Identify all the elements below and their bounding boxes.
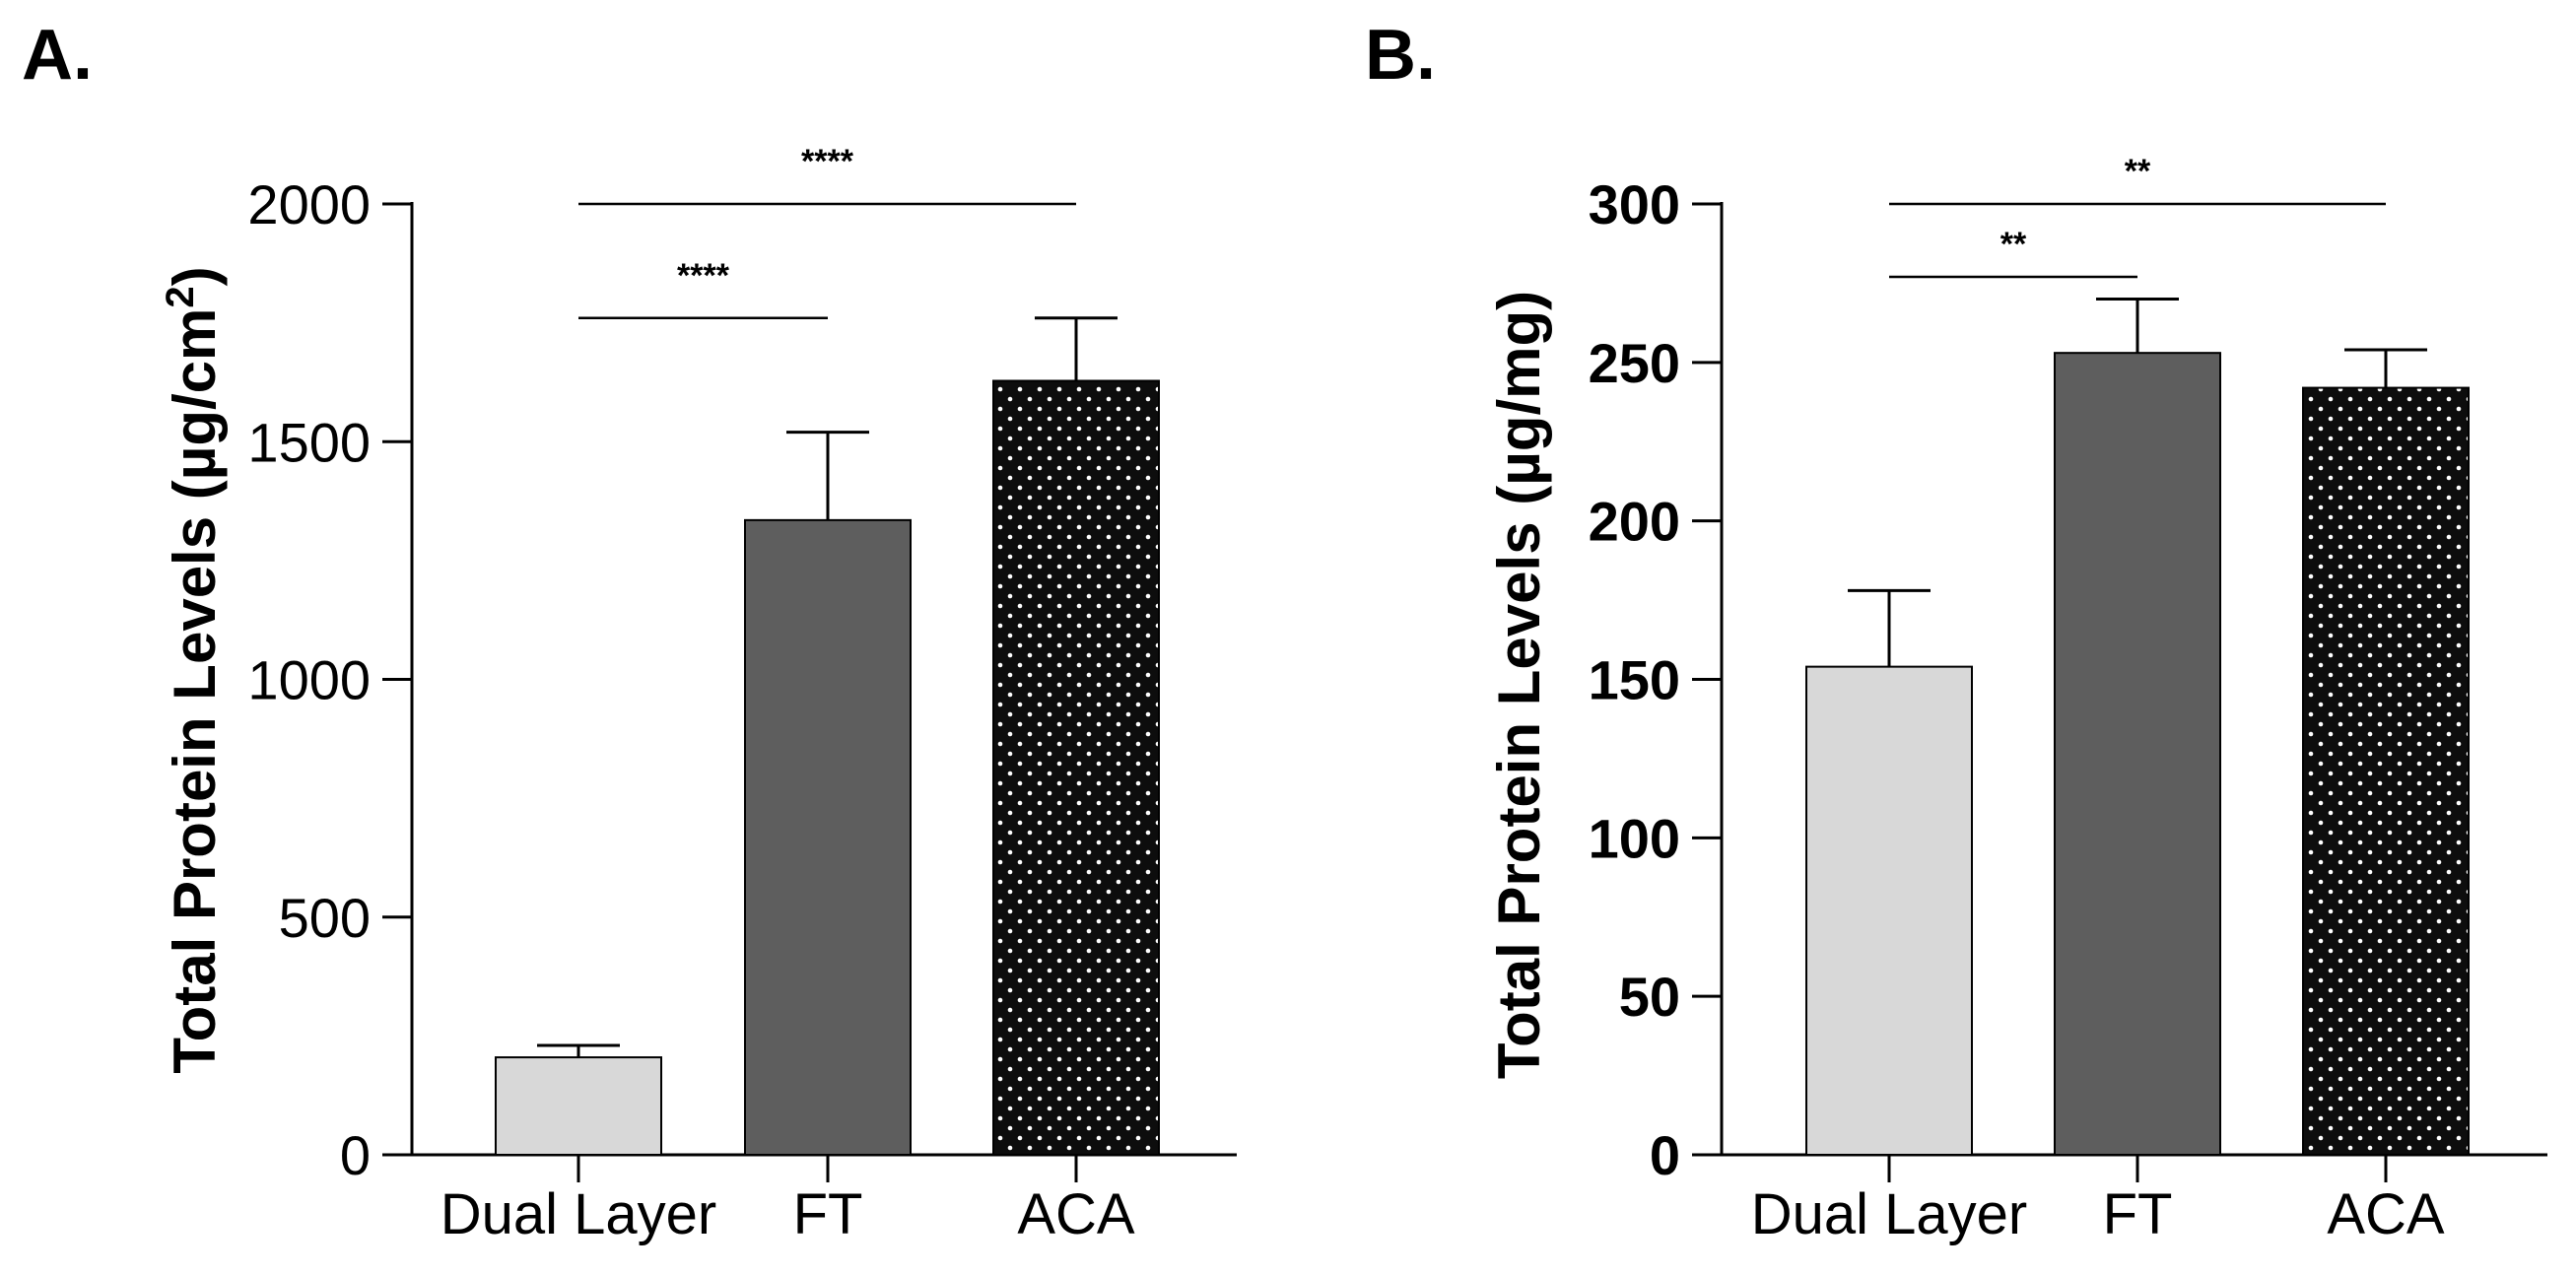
panel-b-significance-label: **	[2000, 226, 2027, 263]
panel-a-significance-label: ****	[677, 257, 730, 295]
panel-a-bar	[744, 518, 912, 1156]
panel-a-y-tick-label: 500	[279, 887, 371, 949]
panel-a-y-axis-label-superscript: 2	[159, 286, 202, 307]
panel-b-y-tick-label: 150	[1589, 649, 1680, 711]
panel-a-category-label: ACA	[1017, 1182, 1135, 1246]
panel-b-significance-label: **	[2125, 153, 2151, 190]
panel-a: A. Total Protein Levels (µg/cm2) 0 500 100…	[22, 16, 1237, 1246]
panel-b-y-tick-label: 200	[1589, 491, 1680, 553]
panel-b-y-tick-label: 250	[1589, 332, 1680, 394]
panel-b-y-tick-label: 50	[1619, 966, 1680, 1028]
panel-a-category-label: FT	[793, 1182, 863, 1246]
panel-a-y-axis-label: Total Protein Levels (µg/cm2)	[159, 266, 228, 1073]
panel-a-bar	[495, 1056, 662, 1157]
panel-b-y-tick-label: 300	[1589, 173, 1680, 235]
panel-b-category-label: Dual Layer	[1751, 1182, 2027, 1246]
panel-a-category-label: Dual Layer	[441, 1182, 716, 1246]
panel-b-bar	[2054, 352, 2221, 1156]
panel-b-y-tick-label: 100	[1589, 807, 1680, 869]
panel-a-y-tick-label: 2000	[247, 173, 371, 235]
panel-b-bar	[1805, 665, 1973, 1157]
panel-a-y-tick-label: 0	[340, 1124, 371, 1186]
panel-b-y-tick-label: 0	[1650, 1124, 1680, 1186]
panel-a-label: A.	[22, 16, 93, 95]
panel-b-category-label: ACA	[2327, 1182, 2445, 1246]
panel-a-significance-label: ****	[801, 143, 854, 180]
panel-b-y-axis-label: Total Protein Levels (µg/mg)	[1486, 291, 1552, 1079]
panel-b-label: B.	[1365, 16, 1436, 95]
panel-b-plot-area: 0 50 100 150 200 250 300 Dual Layer FT ACA ** **	[1589, 153, 2547, 1246]
panel-b-category-label: FT	[2103, 1182, 2173, 1246]
panel-a-bar	[992, 379, 1160, 1156]
panel-b-bar	[2302, 386, 2470, 1157]
panel-b: B. Total Protein Levels (µg/mg) 0 50 100 15…	[1365, 16, 2547, 1246]
panel-a-y-tick-label: 1000	[247, 649, 371, 711]
panel-a-y-tick-label: 1500	[247, 411, 371, 473]
panel-a-plot-area: 0 500 1000 1500 2000 Dual Layer FT ACA **** ****	[247, 143, 1237, 1246]
